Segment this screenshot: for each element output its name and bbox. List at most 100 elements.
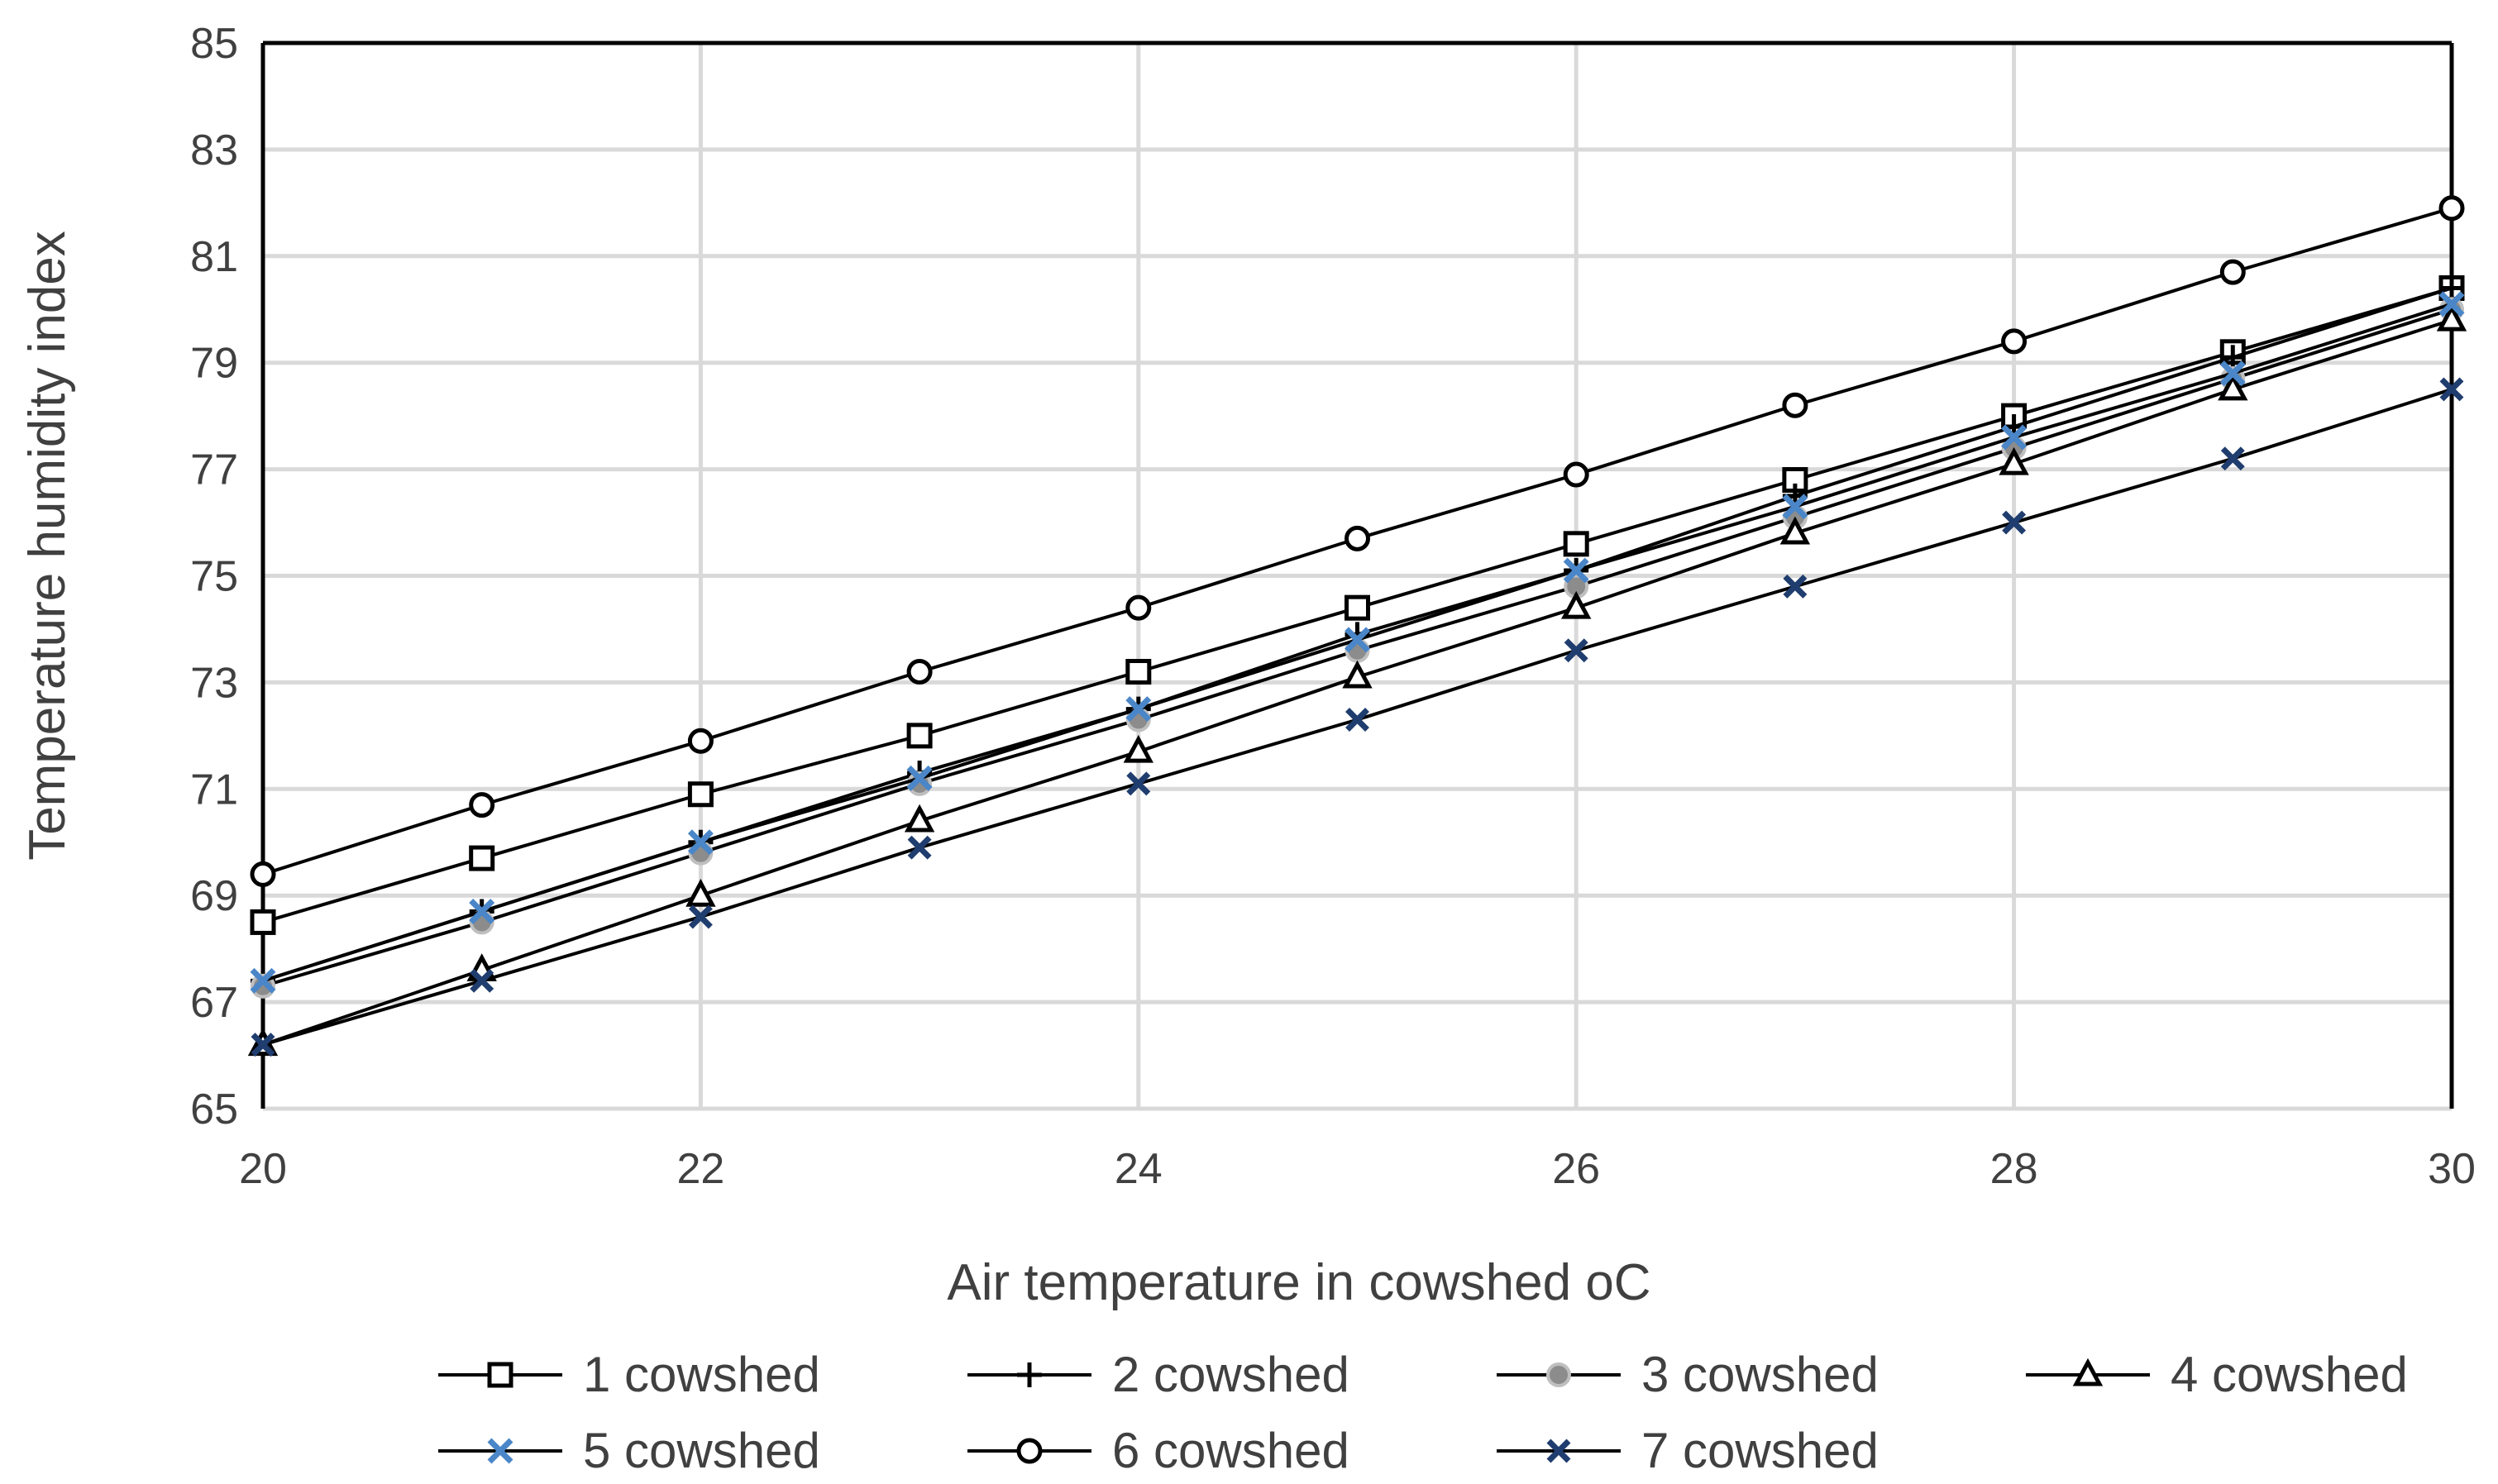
data-point	[2439, 377, 2464, 402]
series-2	[251, 275, 2464, 994]
data-point	[687, 829, 714, 856]
data-point	[1779, 516, 1811, 545]
x-tick-label: 22	[676, 1145, 724, 1193]
legend-marker	[487, 1438, 513, 1464]
x-axis-title: Air temperature in cowshed oC	[947, 1254, 1650, 1311]
data-point	[1561, 590, 1592, 619]
data-point	[1345, 525, 1370, 551]
data-point	[1125, 594, 1152, 621]
data-point	[251, 1033, 275, 1057]
data-point	[2220, 345, 2246, 370]
data-point	[250, 967, 276, 994]
data-point	[469, 845, 495, 871]
data-point	[2220, 446, 2245, 471]
legend-item: 2 cowshed	[967, 1347, 1349, 1402]
legend-marker	[2072, 1358, 2104, 1386]
data-point	[1126, 771, 1151, 796]
x-tick-label: 24	[1115, 1145, 1163, 1193]
data-point	[250, 861, 276, 887]
legend-label: 1 cowshed	[583, 1347, 820, 1402]
legend-item: 4 cowshed	[2026, 1347, 2408, 1402]
y-tick-label: 83	[190, 126, 238, 174]
legend-label: 2 cowshed	[1112, 1347, 1349, 1402]
series-4	[247, 303, 2467, 1057]
data-point	[1783, 574, 1808, 599]
data-point	[904, 804, 935, 833]
legend-label: 3 cowshed	[1641, 1347, 1879, 1402]
x-tick-label: 20	[239, 1145, 287, 1193]
x-tick-label: 30	[2428, 1145, 2476, 1193]
legend-label: 5 cowshed	[583, 1423, 820, 1478]
data-point	[2001, 328, 2028, 355]
data-point	[906, 723, 933, 749]
data-point	[2438, 195, 2465, 222]
data-point	[1563, 557, 1589, 584]
data-point	[1123, 734, 1153, 763]
legend-item: 5 cowshed	[438, 1423, 820, 1478]
x-tick-label: 26	[1552, 1145, 1600, 1193]
data-point	[1563, 531, 1589, 557]
data-point	[1782, 392, 1808, 418]
y-tick-label: 65	[190, 1086, 238, 1133]
data-point	[1345, 627, 1370, 653]
legend-marker	[1546, 1439, 1571, 1463]
data-point	[1345, 708, 1369, 732]
legend-marker	[1546, 1362, 1571, 1387]
data-point	[1782, 494, 1808, 520]
data-point	[688, 904, 713, 929]
data-point	[906, 659, 933, 685]
data-point	[2436, 303, 2467, 332]
legend-item: 6 cowshed	[967, 1423, 1349, 1478]
data-point	[907, 835, 932, 860]
legend-label: 6 cowshed	[1112, 1423, 1349, 1478]
data-point	[1999, 446, 2029, 475]
data-point	[687, 781, 714, 808]
series-1	[250, 274, 2465, 935]
legend-marker	[487, 1362, 513, 1388]
y-tick-label: 67	[190, 979, 238, 1027]
y-tick-label: 73	[190, 659, 238, 707]
y-tick-label: 85	[190, 20, 238, 68]
data-point	[1125, 659, 1152, 685]
y-tick-label: 79	[190, 340, 238, 388]
data-point	[2219, 360, 2246, 387]
series-6	[250, 195, 2465, 887]
data-point	[1125, 696, 1152, 723]
data-point	[469, 792, 495, 818]
legend-marker	[1016, 1438, 1043, 1464]
legend-item: 7 cowshed	[1497, 1423, 1879, 1478]
data-point	[2001, 424, 2028, 451]
y-tick-label: 69	[190, 872, 238, 920]
tick-labels: 65 67 69 71 73 75 77 79 81 83 85 20 22 24 26 28 30	[190, 20, 2476, 1193]
series-7	[251, 377, 2464, 1057]
data-point	[1345, 594, 1370, 621]
data-point	[2002, 510, 2027, 535]
series-5	[250, 291, 2465, 994]
data-point	[2438, 291, 2465, 317]
y-tick-label: 81	[190, 233, 238, 281]
y-tick-label: 71	[190, 766, 238, 814]
y-axis-title: Temperature humidity index	[19, 231, 76, 861]
legend-label: 7 cowshed	[1641, 1423, 1879, 1478]
data-point	[469, 899, 495, 925]
series-layer	[247, 195, 2467, 1057]
data-point	[2439, 275, 2464, 301]
data-point	[250, 909, 276, 935]
data-point	[470, 968, 494, 993]
data-point	[2218, 372, 2248, 401]
legend: 1 cowshed 2 cowshed 3 cowshed 4 cowshed 5 co…	[438, 1347, 2408, 1478]
data-point	[906, 765, 933, 791]
data-point	[685, 878, 716, 907]
data-point	[1564, 638, 1588, 663]
legend-label: 4 cowshed	[2171, 1347, 2408, 1402]
data-point	[2219, 259, 2246, 285]
legend-item: 1 cowshed	[438, 1347, 820, 1402]
y-tick-label: 75	[190, 553, 238, 601]
legend-item: 3 cowshed	[1497, 1347, 1879, 1402]
x-tick-label: 28	[1990, 1145, 2038, 1193]
data-point	[1342, 660, 1373, 689]
data-point	[1563, 461, 1589, 488]
legend-marker	[1017, 1362, 1042, 1387]
y-tick-label: 77	[190, 446, 238, 494]
